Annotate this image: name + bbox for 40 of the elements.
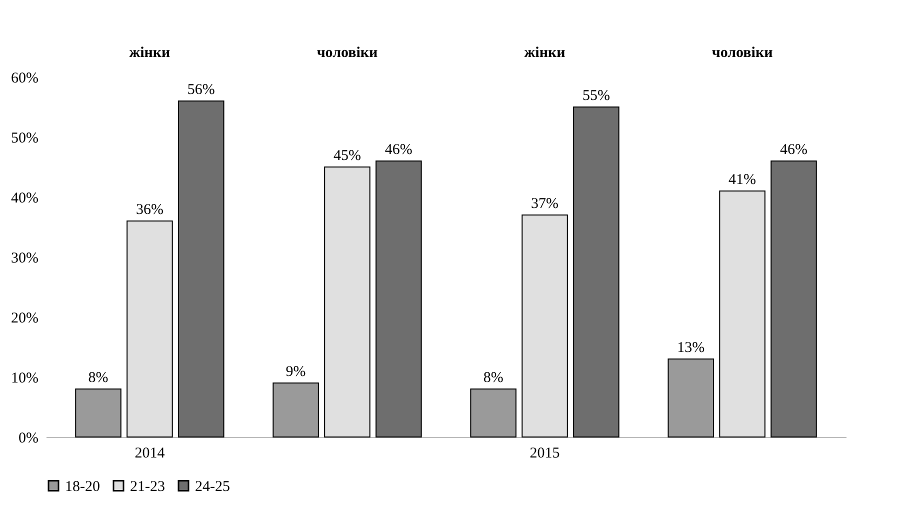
bar — [324, 166, 370, 438]
y-tick-label: 40% — [11, 190, 38, 206]
data-label: 46% — [384, 142, 412, 158]
data-label: 45% — [333, 148, 361, 164]
bar — [376, 160, 422, 438]
legend-label: 24-25 — [195, 478, 230, 495]
bar — [770, 160, 817, 438]
y-tick-label: 10% — [11, 370, 38, 386]
bar — [126, 220, 173, 438]
bar — [719, 190, 766, 438]
data-label: 46% — [780, 142, 808, 158]
x-tick-label: 2015 — [530, 446, 560, 462]
text: чоловіки — [712, 45, 774, 61]
bar — [178, 100, 224, 438]
data-label: 37% — [531, 196, 559, 212]
data-label: 56% — [187, 82, 215, 98]
y-tick-label: 60% — [11, 70, 38, 86]
bar — [522, 214, 568, 438]
y-tick-label: 30% — [11, 250, 38, 266]
x-tick-label: 2014 — [134, 446, 166, 462]
data-label: 8% — [483, 370, 504, 386]
data-label: 8% — [88, 370, 108, 386]
data-label: 13% — [677, 340, 705, 356]
text: жінки — [524, 45, 566, 61]
data-label: 41% — [728, 172, 756, 188]
data-label: 9% — [286, 364, 306, 380]
y-tick-label: 0% — [18, 430, 38, 446]
data-label: 55% — [582, 88, 610, 104]
bar — [573, 106, 620, 438]
y-tick-label: 50% — [11, 130, 38, 146]
data-label: 36% — [136, 202, 164, 218]
bar — [470, 388, 516, 438]
text: чоловіки — [316, 45, 378, 61]
bar — [75, 388, 122, 438]
text: жінки — [129, 45, 171, 61]
y-tick-label: 20% — [11, 310, 38, 326]
legend-label: 18-20 — [65, 478, 100, 495]
legend-label: 21-23 — [130, 478, 165, 495]
bar — [272, 382, 319, 438]
bar — [668, 358, 714, 438]
